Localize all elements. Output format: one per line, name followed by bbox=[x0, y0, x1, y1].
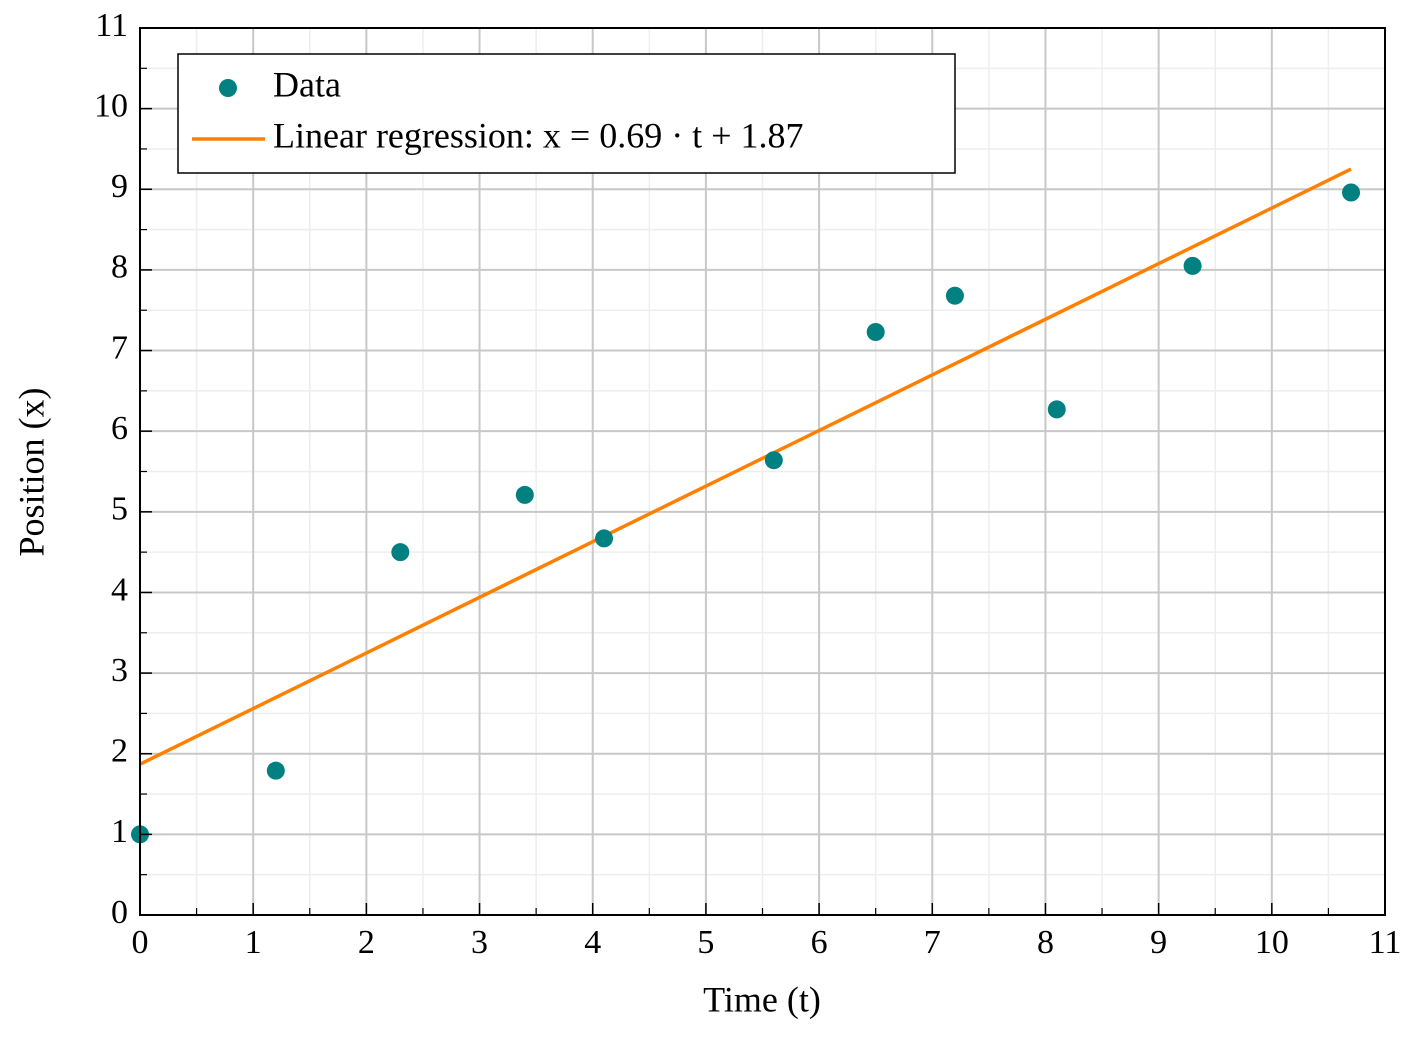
legend-label: Data bbox=[273, 64, 341, 104]
data-point bbox=[945, 286, 964, 305]
legend-box bbox=[177, 53, 956, 174]
x-tick-label: 2 bbox=[358, 924, 375, 961]
x-tick-label: 11 bbox=[1369, 924, 1402, 961]
x-tick-label: 5 bbox=[697, 924, 714, 961]
data-point bbox=[515, 485, 534, 504]
y-tick-label: 7 bbox=[111, 329, 128, 366]
x-tick-label: 8 bbox=[1037, 924, 1054, 961]
legend: Data Linear regression: x = 0.69 · t + 1.… bbox=[177, 53, 956, 174]
y-tick-label: 6 bbox=[111, 410, 128, 447]
data-point bbox=[764, 451, 783, 470]
x-tick-label: 9 bbox=[1150, 924, 1167, 961]
y-axis-label: Position (x) bbox=[11, 387, 51, 556]
data-point bbox=[391, 543, 410, 562]
y-tick-label: 3 bbox=[111, 652, 128, 689]
y-tick-label: 0 bbox=[111, 894, 128, 931]
legend-swatch bbox=[219, 79, 237, 97]
x-tick-label: 7 bbox=[924, 924, 941, 961]
x-tick-label: 3 bbox=[471, 924, 488, 961]
y-tick-label: 1 bbox=[111, 813, 128, 850]
y-tick-label: 8 bbox=[111, 249, 128, 286]
y-tick-label: 11 bbox=[95, 7, 128, 44]
regression-line bbox=[139, 167, 1352, 766]
data-point bbox=[1342, 183, 1361, 202]
x-tick-label: 0 bbox=[132, 924, 149, 961]
y-tick-label: 10 bbox=[94, 87, 128, 124]
x-tick-label: 4 bbox=[584, 924, 601, 961]
ticks: 0 1 2 3 4 5 6 7 8 9 10 11 0 1 2 3 4 5 6 7 8 9 10 11 bbox=[94, 7, 1401, 961]
marks bbox=[131, 167, 1361, 844]
y-tick-label: 5 bbox=[111, 491, 128, 528]
data-point bbox=[1183, 256, 1202, 275]
x-axis-label: Time (t) bbox=[703, 979, 821, 1019]
y-tick-label: 2 bbox=[111, 733, 128, 770]
data-point bbox=[595, 529, 614, 548]
x-tick-label: 1 bbox=[245, 924, 262, 961]
legend-label: Linear regression: x = 0.69 · t + 1.87 bbox=[273, 115, 804, 155]
data-point bbox=[866, 322, 885, 341]
y-tick-label: 9 bbox=[111, 168, 128, 205]
data-point bbox=[1047, 400, 1066, 419]
data-point bbox=[266, 761, 285, 780]
x-tick-label: 6 bbox=[811, 924, 828, 961]
y-tick-label: 4 bbox=[111, 571, 128, 608]
x-tick-label: 10 bbox=[1255, 924, 1289, 961]
